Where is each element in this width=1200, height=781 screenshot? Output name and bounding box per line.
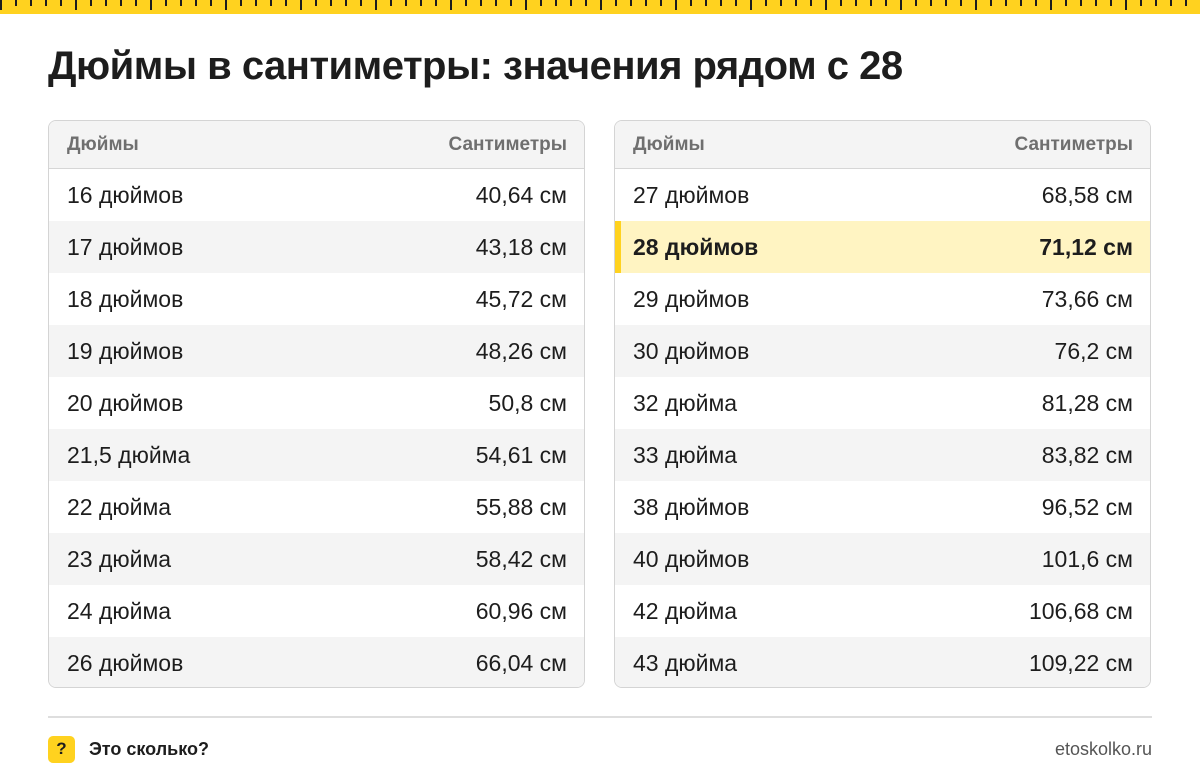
cell-inches: 26 дюймов <box>67 649 184 676</box>
table-row-highlighted: 28 дюймов 71,12 см <box>615 221 1150 273</box>
cell-inches: 38 дюймов <box>633 493 750 520</box>
column-header-cm: Сантиметры <box>448 133 568 155</box>
cell-inches: 33 дюйма <box>633 441 738 468</box>
table-row: 17 дюймов 43,18 см <box>49 221 584 273</box>
table-row: 18 дюймов 45,72 см <box>49 273 584 325</box>
table-row: 42 дюйма 106,68 см <box>615 585 1150 637</box>
table-row: 38 дюймов 96,52 см <box>615 481 1150 533</box>
cell-cm: 48,26 см <box>475 337 567 364</box>
table-row: 16 дюймов 40,64 см <box>49 169 584 221</box>
cell-cm: 76,2 см <box>1054 337 1133 364</box>
brand-name: Это сколько? <box>89 738 209 759</box>
cell-cm: 73,66 см <box>1041 285 1133 312</box>
table-row: 32 дюйма 81,28 см <box>615 377 1150 429</box>
cell-cm: 60,96 см <box>475 597 567 624</box>
table-row: 24 дюйма 60,96 см <box>49 585 584 637</box>
cell-inches: 16 дюймов <box>67 181 184 208</box>
question-mark-icon: ? <box>48 735 75 763</box>
cell-inches: 21,5 дюйма <box>67 441 191 468</box>
cell-inches: 17 дюймов <box>67 233 184 260</box>
table-row: 40 дюймов 101,6 см <box>615 533 1150 585</box>
cell-cm: 40,64 см <box>475 181 567 208</box>
cell-cm: 96,52 см <box>1041 493 1133 520</box>
conversion-table-right: Дюймы Сантиметры 27 дюймов 68,58 см 28 д… <box>614 120 1151 688</box>
cell-cm: 81,28 см <box>1041 389 1133 416</box>
cell-cm: 55,88 см <box>475 493 567 520</box>
conversion-table-left: Дюймы Сантиметры 16 дюймов 40,64 см 17 д… <box>48 120 585 688</box>
cell-cm: 101,6 см <box>1041 545 1133 572</box>
column-header-inches: Дюймы <box>633 133 705 155</box>
table-row: 23 дюйма 58,42 см <box>49 533 584 585</box>
cell-inches: 28 дюймов <box>633 233 759 260</box>
cell-cm: 66,04 см <box>475 649 567 676</box>
cell-cm: 83,82 см <box>1041 441 1133 468</box>
cell-cm: 109,22 см <box>1028 649 1133 676</box>
table-row: 33 дюйма 83,82 см <box>615 429 1150 481</box>
cell-cm: 71,12 см <box>1039 233 1133 260</box>
cell-cm: 106,68 см <box>1028 597 1133 624</box>
cell-inches: 27 дюймов <box>633 181 750 208</box>
cell-inches: 20 дюймов <box>67 389 184 416</box>
cell-inches: 42 дюйма <box>633 597 738 624</box>
table-row: 21,5 дюйма 54,61 см <box>49 429 584 481</box>
cell-inches: 43 дюйма <box>633 649 738 676</box>
ruler-major-ticks <box>0 0 1200 10</box>
cell-inches: 24 дюйма <box>67 597 172 624</box>
table-row: 29 дюймов 73,66 см <box>615 273 1150 325</box>
cell-inches: 19 дюймов <box>67 337 184 364</box>
footer-brand[interactable]: ? Это сколько? <box>48 735 209 763</box>
table-header: Дюймы Сантиметры <box>615 121 1150 169</box>
cell-inches: 22 дюйма <box>67 493 172 520</box>
site-link[interactable]: etoskolko.ru <box>1054 738 1152 759</box>
cell-cm: 58,42 см <box>475 545 567 572</box>
table-row: 22 дюйма 55,88 см <box>49 481 584 533</box>
cell-cm: 45,72 см <box>475 285 567 312</box>
cell-cm: 54,61 см <box>475 441 567 468</box>
table-row: 43 дюйма 109,22 см <box>615 637 1150 687</box>
page-title: Дюймы в сантиметры: значения рядом с 28 <box>48 44 903 88</box>
cell-inches: 40 дюймов <box>633 545 750 572</box>
table-row: 19 дюймов 48,26 см <box>49 325 584 377</box>
column-header-inches: Дюймы <box>67 133 139 155</box>
table-row: 27 дюймов 68,58 см <box>615 169 1150 221</box>
footer-divider <box>48 716 1152 718</box>
cell-inches: 30 дюймов <box>633 337 750 364</box>
cell-cm: 43,18 см <box>475 233 567 260</box>
table-header: Дюймы Сантиметры <box>49 121 584 169</box>
table-row: 20 дюймов 50,8 см <box>49 377 584 429</box>
cell-inches: 29 дюймов <box>633 285 750 312</box>
table-row: 26 дюймов 66,04 см <box>49 637 584 687</box>
cell-inches: 18 дюймов <box>67 285 184 312</box>
table-row: 30 дюймов 76,2 см <box>615 325 1150 377</box>
column-header-cm: Сантиметры <box>1014 133 1134 155</box>
cell-inches: 32 дюйма <box>633 389 738 416</box>
cell-cm: 50,8 см <box>488 389 567 416</box>
cell-cm: 68,58 см <box>1041 181 1133 208</box>
cell-inches: 23 дюйма <box>67 545 172 572</box>
